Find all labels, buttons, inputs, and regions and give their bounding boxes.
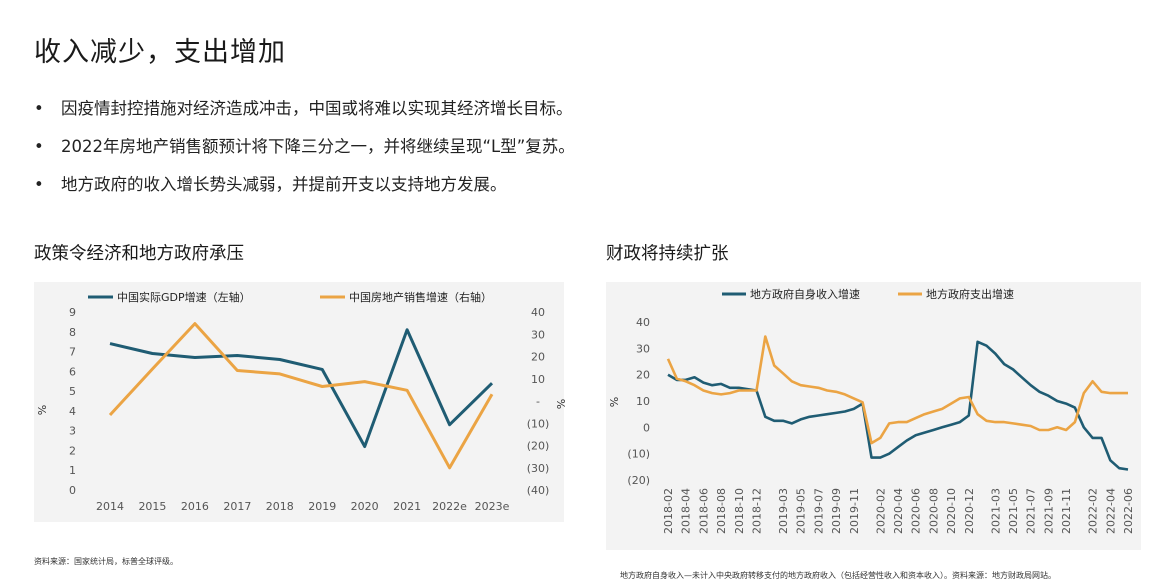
bullet-item: • 因疫情封控措施对经济造成冲击，中国或将难以实现其经济增长目标。 (34, 98, 575, 136)
gdp-property-chart: 中国实际GDP增速（左轴） 中国房地产销售增速（右轴）98765432104030… (34, 282, 567, 522)
bullet-text: 2022年房地产销售额预计将下降三分之一，并将继续呈现“L型”复苏。 (61, 137, 575, 156)
x-tick-label: 2021-07 (1025, 488, 1038, 534)
x-tick-label: 2018 (266, 500, 294, 513)
y-tick-label: 8 (69, 326, 76, 339)
chart-background (606, 282, 1141, 550)
y2-axis-label: % (554, 399, 567, 409)
y2-tick-label: 20 (531, 351, 545, 364)
x-tick-label: 2018-12 (750, 488, 763, 534)
x-tick-label: 2018-08 (715, 488, 728, 534)
x-tick-label: 2022-02 (1087, 488, 1100, 534)
y2-tick-label: (30) (527, 462, 550, 475)
y-tick-label: 10 (636, 395, 650, 408)
y-tick-label: 0 (69, 484, 76, 497)
x-tick-label: 2021-03 (989, 488, 1002, 534)
x-tick-label: 2019-11 (848, 488, 861, 534)
bullet-dot: • (34, 99, 44, 118)
x-tick-label: 2019-05 (795, 488, 808, 534)
bullet-text: 因疫情封控措施对经济造成冲击，中国或将难以实现其经济增长目标。 (61, 99, 573, 118)
right-chart-title: 财政将持续扩张 (606, 244, 729, 264)
legend-label: 中国实际GDP增速（左轴） (117, 290, 251, 304)
x-tick-label: 2021-09 (1042, 488, 1055, 534)
bullet-item: • 地方政府的收入增长势头减弱，并提前开支以支持地方发展。 (34, 174, 575, 212)
expenditure-line (666, 335, 1128, 445)
y2-tick-label: - (536, 395, 540, 408)
x-tick-label: 2018-04 (680, 488, 693, 534)
x-tick-label: 2018-10 (733, 488, 746, 534)
x-tick-label: 2016 (181, 500, 209, 513)
x-tick-label: 2017 (223, 500, 251, 513)
bullet-dot: • (34, 175, 44, 194)
x-tick-label: 2022-06 (1122, 488, 1135, 534)
y-tick-label: 5 (69, 385, 76, 398)
x-tick-label: 2020-06 (910, 488, 923, 534)
bullet-text: 地方政府的收入增长势头减弱，并提前开支以支持地方发展。 (61, 175, 507, 194)
x-tick-label: 2020 (351, 500, 379, 513)
x-tick-label: 2015 (138, 500, 166, 513)
legend-label: 地方政府支出增速 (926, 287, 1014, 301)
y-tick-label: 1 (69, 464, 76, 477)
right-source-note: 地方政府自身收入—未计入中央政府转移支付的地方政府收入（包括经营性收入和资本收入… (620, 571, 1056, 580)
x-tick-label: 2018-06 (697, 488, 710, 534)
x-tick-label: 2021-11 (1060, 488, 1073, 534)
y2-tick-label: (20) (527, 440, 550, 453)
y-tick-label: (10) (627, 448, 650, 461)
x-tick-label: 2021 (393, 500, 421, 513)
y-tick-label: 7 (69, 346, 76, 359)
x-tick-label: 2020-10 (945, 488, 958, 534)
y-tick-label: 30 (636, 342, 650, 355)
y-tick-label: 40 (636, 316, 650, 329)
y2-tick-label: 40 (531, 306, 545, 319)
bullet-dot: • (34, 137, 44, 156)
x-tick-label: 2019 (308, 500, 336, 513)
y2-tick-label: 30 (531, 328, 545, 341)
y2-tick-label: (40) (527, 484, 550, 497)
x-tick-label: 2021-05 (1007, 488, 1020, 534)
y2-tick-label: 10 (531, 373, 545, 386)
y-tick-label: 3 (69, 425, 76, 438)
local-gov-fiscal-chart: 地方政府自身收入增速 地方政府支出增速 40 30 20 10 0 (10) (20)% 2018… (606, 282, 1141, 550)
y-tick-label: 2 (69, 444, 76, 457)
x-tick-label: 2019-03 (777, 488, 790, 534)
x-tick-label: 2023e (475, 500, 510, 513)
y-axis-label: % (36, 405, 49, 415)
y-tick-label: 9 (69, 306, 76, 319)
y2-tick-label: (10) (527, 417, 550, 430)
y-tick-label: (20) (627, 474, 650, 487)
x-tick-label: 2020-02 (874, 488, 887, 534)
y-tick-label: 0 (643, 421, 650, 434)
left-chart-title: 政策令经济和地方政府承压 (34, 244, 244, 264)
page-title: 收入减少，支出增加 (34, 37, 286, 68)
y-axis-label: % (608, 397, 621, 407)
x-tick-label: 2020-12 (963, 488, 976, 534)
property-sales-line (108, 322, 494, 470)
own-revenue-line (667, 340, 1129, 471)
legend-label: 地方政府自身收入增速 (750, 287, 860, 301)
y-tick-label: 20 (636, 369, 650, 382)
x-tick-label: 2022e (432, 500, 467, 513)
x-tick-label: 2014 (96, 500, 124, 513)
y-tick-label: 4 (69, 405, 76, 418)
x-tick-label: 2020-04 (892, 488, 905, 534)
x-tick-label: 2019-09 (830, 488, 843, 534)
gdp-growth-line (109, 328, 494, 448)
y-tick-label: 6 (69, 365, 76, 378)
legend-label: 中国房地产销售增速（右轴） (349, 290, 492, 304)
x-tick-label: 2019-07 (812, 488, 825, 534)
x-tick-label: 2022-04 (1104, 488, 1117, 534)
bullet-list: • 因疫情封控措施对经济造成冲击，中国或将难以实现其经济增长目标。 • 2022年房… (34, 98, 575, 212)
bullet-item: • 2022年房地产销售额预计将下降三分之一，并将继续呈现“L型”复苏。 (34, 136, 575, 174)
x-tick-label: 2018-02 (662, 488, 675, 534)
chart-background (34, 282, 564, 522)
x-tick-label: 2020-08 (927, 488, 940, 534)
left-source-note: 资料来源：国家统计局，标普全球评级。 (34, 557, 178, 566)
